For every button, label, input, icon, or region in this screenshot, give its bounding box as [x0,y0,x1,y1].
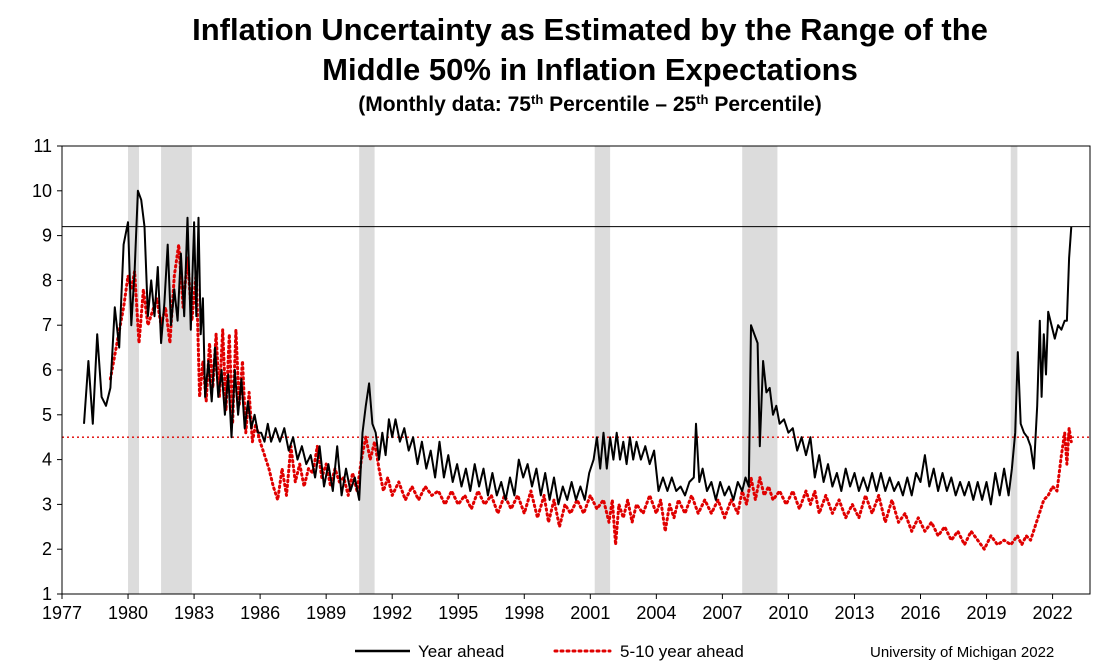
y-axis-ticks: 1 2 3 4 5 6 7 8 9 10 11 [32,136,62,604]
x-tick-label-2007: 2007 [702,603,742,623]
x-tick-label-2004: 2004 [636,603,676,623]
subtitle-middle: Percentile – 25 [543,93,697,116]
x-tick-label-1995: 1995 [438,603,478,623]
recession-shading-group [128,146,1018,594]
y-tick-label-6: 6 [42,360,52,380]
y-tick-label-10: 10 [32,181,52,201]
subtitle-sup-1: th [530,92,544,107]
x-tick-label-2019: 2019 [967,603,1007,623]
reference-lines-group [62,226,1090,438]
x-tick-label-1992: 1992 [372,603,412,623]
x-axis-ticks: 1977 1980 1983 1986 1989 1992 1995 1998 2001 2004… [42,594,1073,623]
x-tick-label-2001: 2001 [570,603,610,623]
y-tick-label-11: 11 [33,136,52,156]
y-tick-label-5: 5 [42,405,52,425]
chart-title-line2: Middle 50% in Inflation Expectations [322,52,858,87]
x-tick-label-1980: 1980 [108,603,148,623]
x-tick-label-1983: 1983 [174,603,214,623]
x-tick-label-2022: 2022 [1033,603,1073,623]
series-line-year-ahead [83,189,1073,506]
y-tick-label-8: 8 [42,270,52,290]
x-tick-label-2010: 2010 [768,603,808,623]
x-tick-label-1989: 1989 [306,603,346,623]
x-tick-label-1977: 1977 [42,603,82,623]
x-tick-label-1998: 1998 [504,603,544,623]
y-tick-label-1: 1 [42,584,52,604]
chart-subtitle: (Monthly data: 75th Percentile – 25th Pe… [0,92,1109,117]
legend-label-year-ahead: Year ahead [418,642,504,661]
x-tick-label-1986: 1986 [240,603,280,623]
recession-band-5 [1010,146,1018,594]
recession-band-1 [161,146,192,594]
subtitle-sup-2: th [696,92,709,107]
x-tick-label-2013: 2013 [834,603,874,623]
recession-band-3 [594,146,611,594]
y-tick-label-7: 7 [42,315,52,335]
source-note: University of Michigan 2022 [870,644,1054,661]
recession-band-0 [128,146,140,594]
y-tick-label-2: 2 [42,539,52,559]
series-group [83,189,1073,551]
series-line-5-10-year-ahead [108,243,1073,551]
recession-band-4 [742,146,778,594]
x-tick-label-2016: 2016 [900,603,940,623]
y-tick-label-9: 9 [42,226,52,246]
recession-band-2 [359,146,375,594]
legend: Year ahead 5-10 year ahead [355,642,744,661]
subtitle-suffix: Percentile) [708,93,822,116]
legend-label-5-10-year-ahead: 5-10 year ahead [620,642,744,661]
subtitle-prefix: (Monthly data: 75 [358,93,531,116]
y-tick-label-4: 4 [42,450,52,470]
y-tick-label-3: 3 [42,494,52,514]
chart-title-line1: Inflation Uncertainty as Estimated by th… [192,12,988,47]
